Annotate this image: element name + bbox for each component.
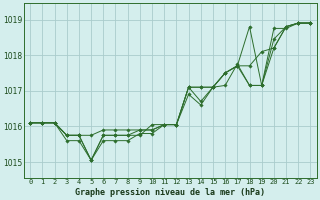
X-axis label: Graphe pression niveau de la mer (hPa): Graphe pression niveau de la mer (hPa): [75, 188, 265, 197]
